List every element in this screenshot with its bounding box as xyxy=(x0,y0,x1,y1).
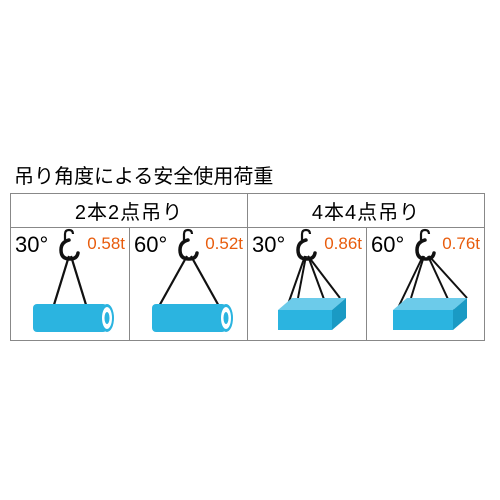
load-table: 2本2点吊り 30° 0.58t xyxy=(10,193,485,341)
load-label: 0.76t xyxy=(442,234,480,254)
cell-2pt-30: 30° 0.58t xyxy=(11,228,129,340)
angle-label: 60° xyxy=(371,232,404,258)
group-4pt-header: 4本4点吊り xyxy=(248,194,484,228)
group-2pt-header: 2本2点吊り xyxy=(11,194,247,228)
cell-4pt-60: 60° 0.76t xyxy=(366,228,484,340)
group-2pt: 2本2点吊り 30° 0.58t xyxy=(11,194,247,340)
chart-title: 吊り角度による安全使用荷重 xyxy=(10,160,273,189)
group-2pt-cells: 30° 0.58t 60° 0.52t xyxy=(11,228,247,340)
angle-label: 30° xyxy=(252,232,285,258)
cell-4pt-30: 30° 0.86t xyxy=(248,228,366,340)
load-label: 0.52t xyxy=(205,234,243,254)
load-label: 0.58t xyxy=(87,234,125,254)
angle-label: 60° xyxy=(134,232,167,258)
group-4pt-cells: 30° 0.86t 60° 0.76t xyxy=(248,228,484,340)
cell-2pt-60: 60° 0.52t xyxy=(129,228,247,340)
group-4pt: 4本4点吊り 30° 0.86t xyxy=(247,194,484,340)
angle-label: 30° xyxy=(15,232,48,258)
load-label: 0.86t xyxy=(324,234,362,254)
